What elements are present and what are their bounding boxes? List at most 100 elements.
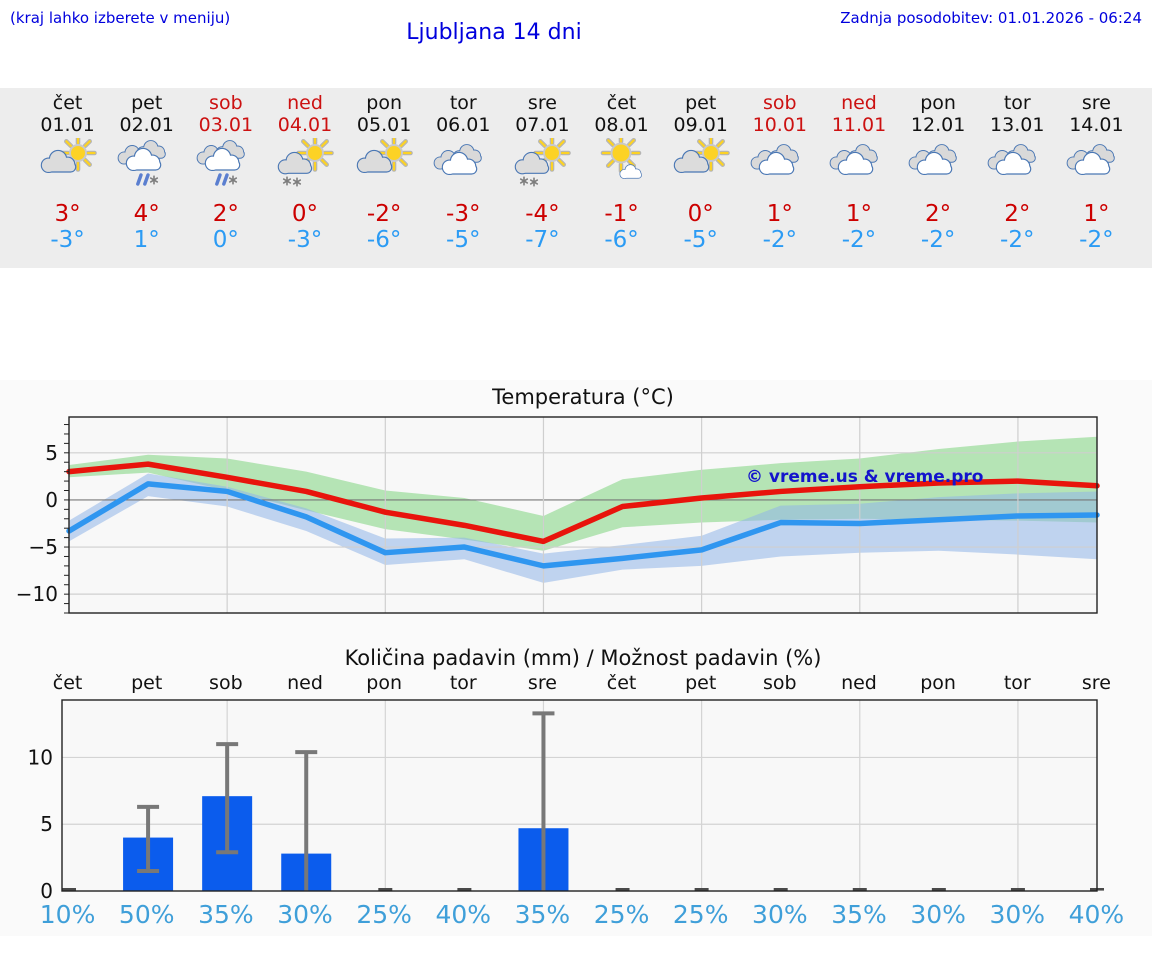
- svg-text:−5: −5: [29, 535, 58, 559]
- precip-percent-label: 25%: [672, 900, 729, 929]
- precip-percent-label: 25%: [593, 900, 650, 929]
- day-name: pet: [685, 92, 717, 114]
- day-name: sob: [763, 92, 797, 114]
- location-hint: (kraj lahko izberete v meniju): [10, 9, 231, 27]
- day-name: sob: [209, 92, 243, 114]
- day-name: pon: [366, 92, 402, 114]
- precip-percent-label: 35%: [831, 900, 887, 929]
- day-high-temp: 4°: [133, 201, 160, 227]
- day-low-temp: -3°: [50, 227, 85, 253]
- last-updated: Zadnja posodobitev: 01.01.2026 - 06:24: [840, 9, 1142, 27]
- day-column: pon 05.01 -2° -6°: [345, 92, 424, 268]
- day-date: 10.01: [752, 114, 808, 136]
- clouds-icon: [424, 138, 503, 200]
- svg-text:5: 5: [45, 441, 58, 465]
- day-column: pet 09.01 0° -5°: [661, 92, 740, 268]
- temp-chart: 5 0 −5 −10: [16, 416, 1100, 614]
- day-low-temp: -6°: [604, 227, 639, 253]
- day-name: tor: [449, 92, 477, 114]
- day-column: sre 14.01 1° -2°: [1057, 92, 1136, 268]
- precip-percent-label: 30%: [910, 900, 966, 929]
- day-column: čet 08.01 -1° -6°: [582, 92, 661, 268]
- day-high-temp: -1°: [604, 201, 639, 227]
- sun-cloud-snow-icon: [503, 134, 582, 200]
- svg-text:5: 5: [40, 812, 53, 836]
- sun-behind-cloud-icon: [28, 134, 107, 200]
- day-high-temp: -2°: [366, 201, 402, 227]
- precip-day-label: sob: [763, 672, 797, 694]
- day-low-temp: -2°: [1000, 227, 1035, 253]
- day-name: sre: [1081, 92, 1111, 114]
- precip-day-label: sre: [527, 672, 557, 694]
- day-date: 12.01: [910, 114, 966, 136]
- day-column: ned 11.01 1° -2°: [819, 92, 898, 268]
- day-high-temp: 1°: [845, 201, 873, 227]
- precip-day-label: pet: [131, 672, 163, 694]
- precip-percent-row: 10% 50% 35% 30% 25% 40% 35% 25% 25% 30% 35% 30% 30% 4…: [0, 900, 1152, 929]
- day-column: pon 12.01 2° -2°: [899, 92, 978, 268]
- day-high-temp: -3°: [446, 201, 481, 227]
- clouds-icon: [1057, 138, 1136, 200]
- precip-percent-label: 30%: [752, 900, 808, 929]
- day-name: pet: [131, 92, 163, 114]
- day-column: pet 02.01 4° 1°: [107, 92, 186, 268]
- day-date: 06.01: [436, 114, 491, 136]
- day-date: 13.01: [990, 114, 1045, 136]
- day-name: pon: [920, 92, 956, 114]
- watermark-link[interactable]: © vreme.us & vreme.pro: [746, 467, 984, 487]
- day-high-temp: 1°: [1083, 201, 1110, 227]
- precip-day-label: tor: [1003, 672, 1031, 694]
- precip-chart-title: Količina padavin (mm) / Možnost padavin …: [344, 646, 822, 670]
- day-column: sre 07.01 -4° -7°: [503, 92, 582, 268]
- day-high-temp: 2°: [1004, 201, 1031, 227]
- day-date: 11.01: [831, 114, 887, 136]
- day-column: ned 04.01 0° -3°: [265, 92, 344, 268]
- page-title: Ljubljana 14 dni: [406, 20, 582, 45]
- day-name: tor: [1003, 92, 1031, 114]
- day-low-temp: -6°: [366, 227, 402, 253]
- svg-text:0: 0: [45, 488, 58, 512]
- day-high-temp: -4°: [525, 201, 560, 227]
- day-column: čet 01.01 3° -3°: [28, 92, 107, 268]
- clouds-icon: [899, 138, 978, 200]
- day-low-temp: -2°: [841, 227, 877, 253]
- precip-percent-label: 25%: [356, 900, 412, 929]
- day-column: sob 10.01 1° -2°: [740, 92, 819, 268]
- precip-day-label: ned: [287, 672, 323, 694]
- day-low-temp: -2°: [762, 227, 798, 253]
- day-column: tor 06.01 -3° -5°: [424, 92, 503, 268]
- day-name: ned: [287, 92, 323, 114]
- day-low-temp: -3°: [287, 227, 323, 253]
- day-column: tor 13.01 2° -2°: [978, 92, 1057, 268]
- day-high-temp: 2°: [212, 201, 239, 227]
- precip-percent-label: 35%: [198, 900, 254, 929]
- sun-cloud-snow-icon: [265, 134, 344, 200]
- rain-snow-cloud-icon: [107, 138, 186, 200]
- day-date: 03.01: [198, 114, 254, 136]
- day-high-temp: 2°: [925, 201, 952, 227]
- day-high-temp: 3°: [54, 201, 81, 227]
- day-low-temp: 1°: [133, 227, 160, 253]
- day-column: sob 03.01 2° 0°: [186, 92, 265, 268]
- precip-day-label: sob: [209, 672, 243, 694]
- rain-snow-cloud-icon: [186, 138, 265, 200]
- temp-chart-title: Temperatura (°C): [492, 385, 674, 409]
- precip-percent-label: 40%: [435, 900, 492, 929]
- precip-percent-label: 40%: [1068, 900, 1125, 929]
- svg-text:−10: −10: [16, 582, 58, 606]
- precip-day-label: čet: [52, 672, 83, 694]
- precip-chart: 0 5 10: [28, 699, 1104, 903]
- day-date: 08.01: [594, 114, 649, 136]
- sun-small-cloud-icon: [582, 132, 661, 200]
- day-date: 14.01: [1069, 114, 1124, 136]
- clouds-icon: [978, 138, 1057, 200]
- day-low-temp: -7°: [525, 227, 560, 253]
- clouds-icon: [819, 138, 898, 200]
- precip-day-label: pon: [920, 672, 956, 694]
- precip-day-label: pet: [685, 672, 717, 694]
- day-name: čet: [606, 92, 637, 114]
- day-name: sre: [527, 92, 557, 114]
- day-date: 09.01: [673, 114, 728, 136]
- day-date: 07.01: [515, 114, 570, 136]
